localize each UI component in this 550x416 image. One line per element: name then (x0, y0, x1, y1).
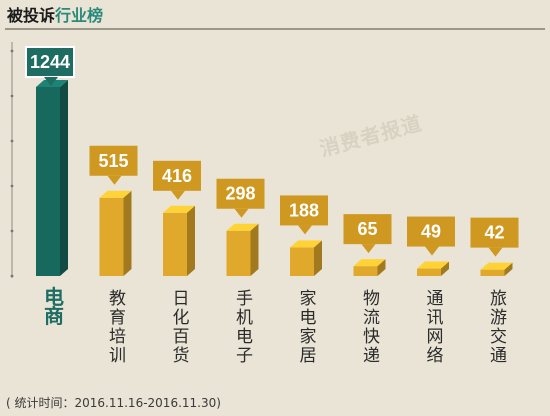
value-callout-box (407, 216, 455, 247)
value-callout-box (89, 145, 138, 176)
bar-side (123, 190, 132, 276)
x-tick-label-char: 快 (363, 327, 380, 347)
x-tick-label-char: 训 (109, 346, 126, 366)
bar (480, 269, 505, 276)
x-tick-label-char: 居 (300, 346, 317, 366)
data-label: 1244 (30, 52, 70, 72)
data-label: 49 (421, 222, 441, 242)
x-tick-label-char: 递 (363, 346, 380, 366)
x-tick-label-char: 百 (173, 327, 190, 347)
bar (163, 212, 187, 276)
x-tick-label-char: 讯 (427, 308, 444, 328)
chart-title-part1: 被投诉 (7, 6, 56, 25)
x-tick-label-char: 手 (236, 289, 253, 309)
bar-side (250, 223, 259, 276)
x-tick-label-char: 电 (44, 285, 64, 309)
bar-side (187, 205, 195, 276)
bar (353, 266, 378, 276)
bar (99, 197, 124, 276)
value-callout-pointer (234, 208, 249, 218)
value-callout-box (153, 160, 201, 191)
data-label: 416 (162, 166, 192, 186)
x-tick-label-char: 电 (236, 327, 253, 347)
x-tick-label-char: 通 (490, 346, 507, 366)
data-label: 515 (98, 151, 128, 171)
footnote: ( 统计时间：2016.11.16-2016.11.30) (6, 396, 221, 410)
x-tick-label-char: 商 (44, 304, 64, 328)
bar-top (99, 190, 132, 198)
value-callout-pointer (425, 246, 439, 256)
data-label: 65 (357, 219, 377, 239)
x-tick-label-char: 网 (427, 327, 444, 347)
bar-top (353, 259, 386, 267)
bar (290, 247, 314, 276)
x-tick-label-char: 物 (363, 289, 380, 309)
bar-top (290, 240, 322, 248)
bar (417, 268, 441, 276)
value-callout-pointer (44, 77, 58, 86)
x-tick-label-char: 交 (490, 327, 507, 347)
value-callout-box (470, 217, 519, 248)
value-callout-pointer (488, 247, 503, 257)
bar-side (504, 262, 513, 276)
x-tick-label-char: 子 (236, 346, 253, 366)
y-axis-tick-dot (10, 184, 14, 188)
y-axis-tick-dot (10, 94, 14, 98)
chart-title: 被投诉行业榜 (7, 4, 103, 28)
bar-side (60, 80, 68, 276)
value-callout-pointer (361, 244, 376, 254)
bar-top (480, 262, 513, 270)
bar-side (314, 240, 322, 276)
bar-top (163, 205, 195, 213)
x-tick-label-char: 培 (109, 327, 126, 347)
x-tick-label-char: 机 (236, 308, 253, 328)
value-callout-pointer (171, 190, 185, 200)
value-callout-box (343, 214, 392, 245)
title-divider (5, 28, 545, 30)
y-axis-tick-dot (10, 229, 14, 233)
data-label: 42 (484, 223, 504, 243)
x-tick-label-char: 游 (490, 308, 507, 328)
value-callout-box (216, 178, 265, 209)
data-label: 298 (225, 184, 255, 204)
x-tick-label-char: 日 (173, 289, 190, 309)
bar-side (441, 261, 449, 276)
x-tick-label-char: 络 (427, 346, 444, 366)
x-tick-label-char: 家 (300, 289, 317, 309)
x-tick-label-char: 化 (173, 308, 190, 328)
bar-side (377, 259, 386, 276)
x-tick-label-char: 旅 (490, 289, 507, 309)
bar-top (226, 223, 259, 231)
x-tick-label-char: 货 (173, 346, 190, 366)
x-tick-label-char: 育 (109, 308, 126, 328)
x-tick-label-char: 通 (427, 289, 444, 309)
y-axis-tick-dot (10, 274, 14, 278)
x-tick-label-char: 电 (300, 308, 317, 328)
y-axis-tick-dot (10, 139, 14, 143)
bar-top (417, 261, 449, 269)
x-tick-label-char: 教 (109, 289, 126, 309)
value-callout-pointer (107, 175, 122, 185)
y-axis-tick-dot (10, 49, 14, 53)
value-callout-box (280, 195, 328, 226)
x-tick-label-char: 流 (363, 308, 380, 328)
bar (226, 230, 251, 276)
value-callout-box (25, 46, 75, 78)
value-callout-pointer (298, 225, 312, 235)
bar (36, 87, 60, 276)
data-label: 188 (289, 200, 319, 220)
chart-title-part2: 行业榜 (55, 6, 104, 25)
x-tick-label-char: 家 (300, 327, 317, 347)
